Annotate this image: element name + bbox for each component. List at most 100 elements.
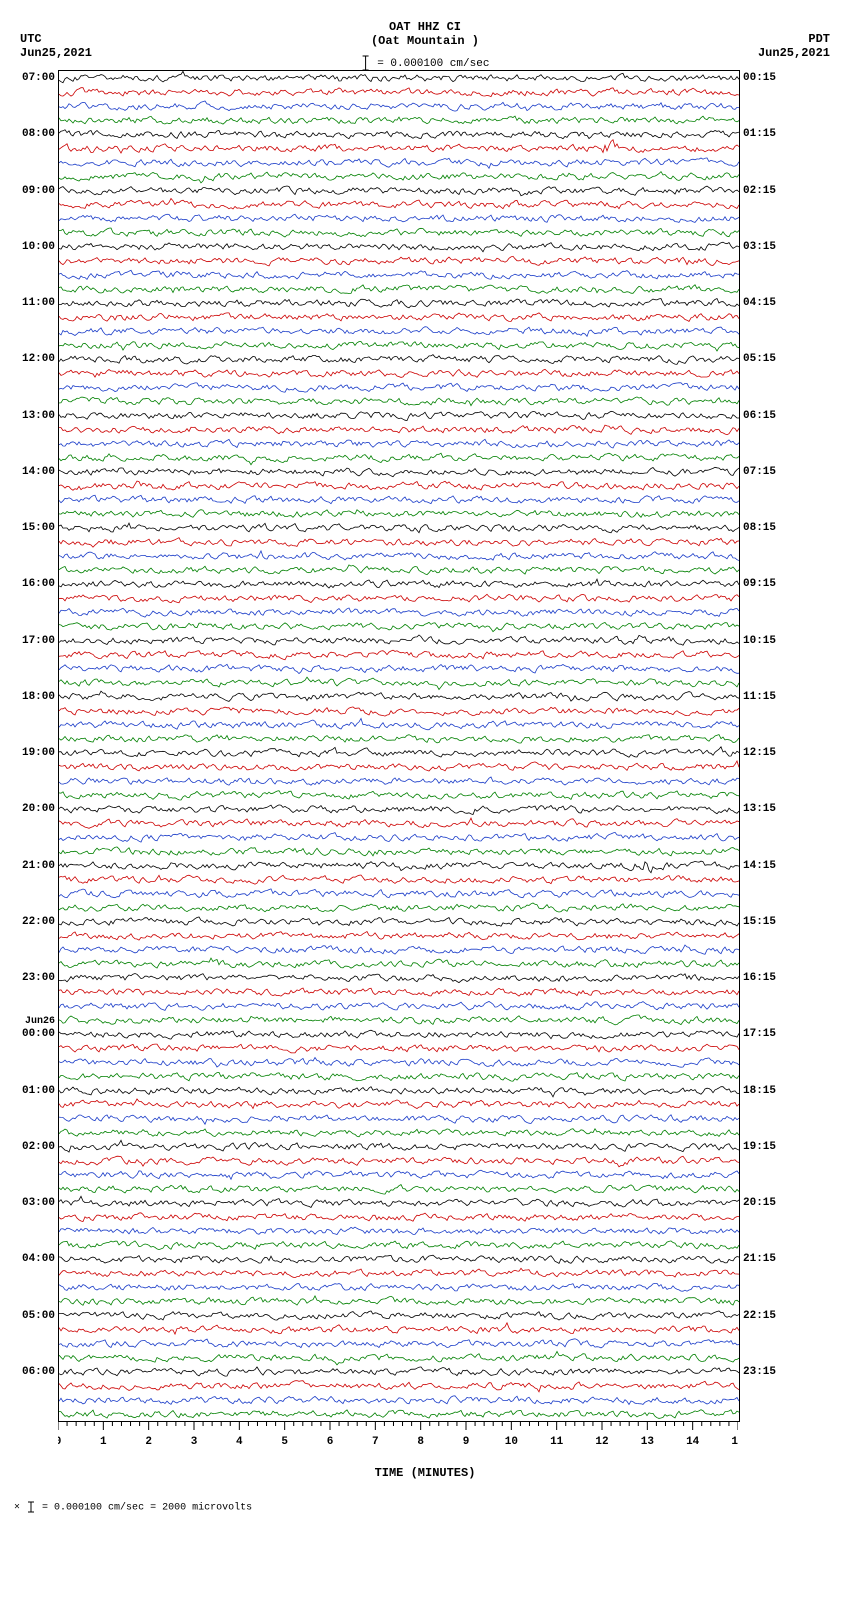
trace-line (59, 130, 739, 139)
trace-line (59, 172, 739, 183)
utc-hour-label: 18:00 (22, 691, 55, 703)
trace-line (59, 199, 739, 210)
trace-line (59, 719, 739, 730)
trace-line (59, 1381, 739, 1392)
trace-line (59, 453, 739, 465)
trace-line (59, 664, 739, 673)
pdt-hour-label: 03:15 (743, 241, 776, 253)
trace-line (59, 974, 739, 983)
seismogram-svg (59, 71, 739, 1421)
utc-hour-label: 19:00 (22, 747, 55, 759)
utc-hour-label: 02:00 (22, 1141, 55, 1153)
trace-line (59, 186, 739, 196)
trace-line (59, 1072, 739, 1081)
pdt-hour-label: 19:15 (743, 1141, 776, 1153)
trace-line (59, 1410, 739, 1419)
trace-line (59, 1196, 739, 1207)
trace-line (59, 1396, 739, 1405)
trace-line (59, 818, 739, 828)
trace-line (59, 1367, 739, 1376)
trace-line (59, 1087, 739, 1097)
trace-line (59, 270, 739, 279)
trace-line (59, 1002, 739, 1011)
trace-line (59, 158, 739, 168)
trace-line (59, 369, 739, 377)
trace-line (59, 1156, 739, 1167)
trace-line (59, 691, 739, 701)
trace-line (59, 1030, 739, 1039)
trace-line (59, 875, 739, 884)
x-axis-label: TIME (MINUTES) (10, 1466, 840, 1480)
pdt-hour-label: 12:15 (743, 747, 776, 759)
utc-label: UTC (20, 32, 42, 46)
trace-line (59, 467, 739, 476)
utc-hour-label: 16:00 (22, 578, 55, 590)
x-tick-label: 3 (191, 1436, 198, 1448)
utc-hour-label: 10:00 (22, 241, 55, 253)
scale-text: = 0.000100 cm/sec (377, 58, 489, 70)
trace-line (59, 747, 739, 757)
pdt-hour-label: 07:15 (743, 466, 776, 478)
utc-hour-label: 21:00 (22, 860, 55, 872)
utc-hour-label: 15:00 (22, 522, 55, 534)
trace-line (59, 88, 739, 97)
x-tick-label: 14 (686, 1436, 700, 1448)
seismogram-plot: 07:0008:0009:0010:0011:0012:0013:0014:00… (58, 70, 740, 1422)
utc-hour-label: 13:00 (22, 410, 55, 422)
trace-line (59, 594, 739, 603)
trace-line (59, 1227, 739, 1234)
utc-hour-label: 08:00 (22, 128, 55, 140)
trace-line (59, 285, 739, 294)
x-axis-svg: 0123456789101112131415 (58, 1422, 738, 1452)
footer-scale: × = 0.000100 cm/sec = 2000 microvolts (10, 1500, 840, 1514)
trace-line (59, 1283, 739, 1291)
trace-line (59, 579, 739, 588)
trace-line (59, 917, 739, 926)
x-tick-label: 8 (417, 1436, 424, 1448)
utc-hour-label: 01:00 (22, 1085, 55, 1097)
pdt-hour-label: 10:15 (743, 635, 776, 647)
trace-line (59, 481, 739, 490)
trace-line (59, 1185, 739, 1195)
x-tick-label: 4 (236, 1436, 243, 1448)
utc-hour-label: 14:00 (22, 466, 55, 478)
pdt-hour-label: 14:15 (743, 860, 776, 872)
trace-line (59, 832, 739, 842)
trace-line (59, 707, 739, 716)
trace-line (59, 1296, 739, 1305)
pdt-hour-label: 01:15 (743, 128, 776, 140)
utc-hour-label: 00:00 (22, 1028, 55, 1040)
utc-hour-label: 04:00 (22, 1253, 55, 1265)
pdt-hour-label: 21:15 (743, 1253, 776, 1265)
utc-hour-label: 05:00 (22, 1310, 55, 1322)
trace-line (59, 650, 739, 660)
trace-line (59, 425, 739, 435)
pdt-hour-label: 18:15 (743, 1085, 776, 1097)
x-tick-label: 13 (641, 1436, 655, 1448)
trace-line (59, 242, 739, 252)
trace-line (59, 889, 739, 898)
trace-line (59, 116, 739, 124)
trace-line (59, 1352, 739, 1365)
pdt-hour-label: 04:15 (743, 297, 776, 309)
utc-hour-label: 09:00 (22, 185, 55, 197)
trace-line (59, 327, 739, 337)
trace-line (59, 256, 739, 266)
x-tick-label: 5 (281, 1436, 288, 1448)
utc-hour-label: 20:00 (22, 803, 55, 815)
trace-line (59, 523, 739, 533)
trace-line (59, 228, 739, 237)
pdt-hour-label: 05:15 (743, 353, 776, 365)
trace-line (59, 71, 739, 82)
trace-line (59, 903, 739, 912)
pdt-hour-label: 02:15 (743, 185, 776, 197)
trace-line (59, 1170, 739, 1179)
utc-hour-label: 07:00 (22, 72, 55, 84)
footer-text: = 0.000100 cm/sec = 2000 microvolts (42, 1503, 252, 1514)
trace-line (59, 805, 739, 815)
pdt-hour-label: 00:15 (743, 72, 776, 84)
trace-line (59, 1115, 739, 1124)
utc-hour-label: 11:00 (22, 297, 55, 309)
utc-hour-label: 17:00 (22, 635, 55, 647)
x-tick-label: 2 (145, 1436, 152, 1448)
